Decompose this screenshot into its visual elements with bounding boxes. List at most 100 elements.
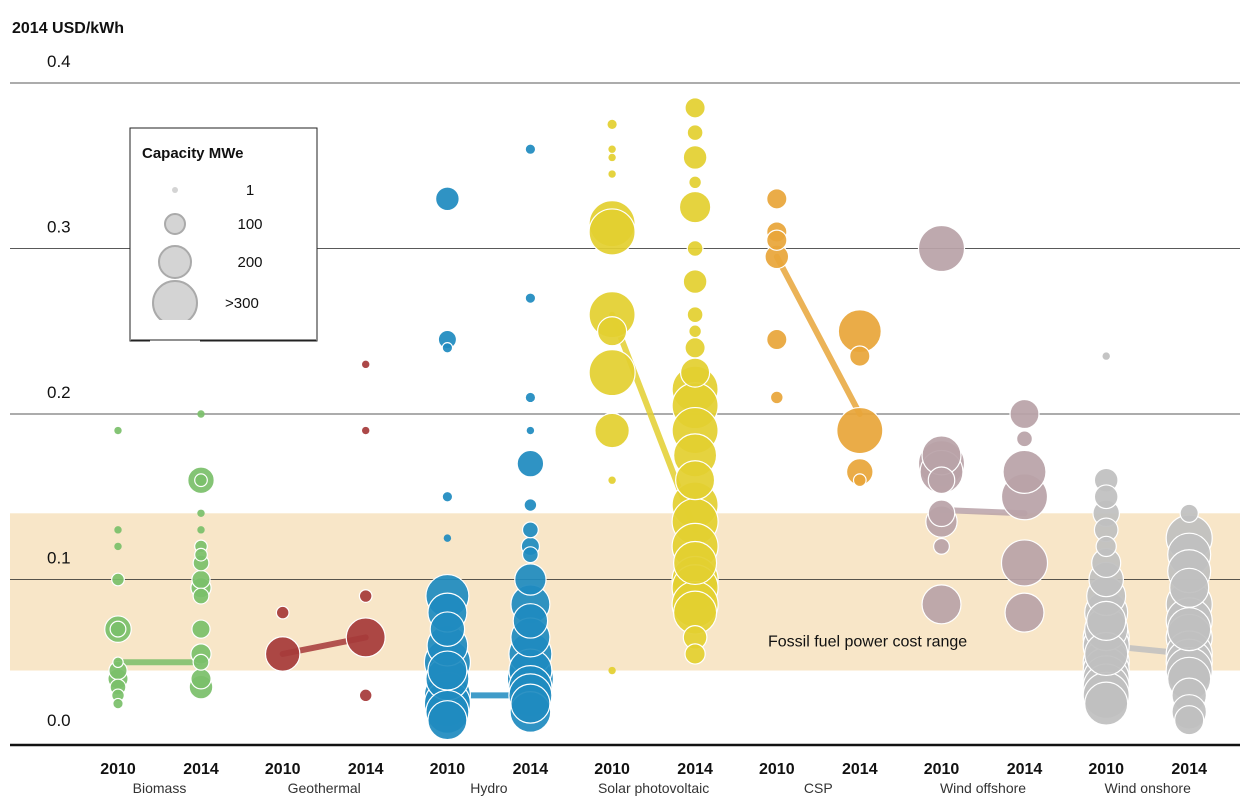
data-point bbox=[688, 175, 702, 190]
year-label: 2010 bbox=[1088, 761, 1124, 778]
data-point bbox=[588, 208, 636, 256]
data-point bbox=[769, 390, 784, 405]
technology-label: Geothermal bbox=[288, 780, 361, 796]
data-point bbox=[197, 509, 205, 517]
data-point bbox=[686, 240, 704, 257]
technology-label: Solar photovoltaic bbox=[598, 780, 709, 796]
year-label: 2014 bbox=[677, 761, 713, 778]
data-point bbox=[441, 342, 454, 354]
data-point bbox=[435, 186, 460, 212]
year-label: 2010 bbox=[100, 761, 136, 778]
data-point bbox=[1004, 592, 1045, 633]
data-point bbox=[1169, 567, 1210, 608]
data-point bbox=[684, 643, 706, 665]
legend-swatch-mask bbox=[150, 320, 200, 342]
data-point bbox=[443, 534, 452, 542]
data-point bbox=[362, 426, 370, 435]
data-point bbox=[608, 153, 616, 162]
year-label: 2010 bbox=[759, 761, 795, 778]
data-point bbox=[684, 97, 706, 119]
data-point bbox=[682, 269, 708, 294]
data-point bbox=[1102, 352, 1110, 360]
technology-label: Wind offshore bbox=[940, 780, 1026, 796]
data-point bbox=[427, 650, 468, 691]
data-point bbox=[682, 145, 708, 170]
data-point bbox=[1179, 503, 1199, 523]
year-label: 2010 bbox=[924, 761, 960, 778]
legend-entry-label: 100 bbox=[237, 216, 262, 233]
data-point bbox=[852, 473, 867, 488]
legend-swatch bbox=[152, 280, 198, 326]
data-point bbox=[684, 337, 706, 359]
data-point bbox=[1093, 484, 1119, 510]
data-point bbox=[510, 683, 551, 724]
y-tick-label: 0.1 bbox=[47, 549, 71, 568]
data-point bbox=[588, 349, 636, 397]
technology-label: Wind onshore bbox=[1105, 780, 1192, 796]
year-label: 2010 bbox=[594, 761, 630, 778]
data-point bbox=[766, 188, 788, 210]
data-point bbox=[264, 636, 301, 672]
legend-swatch bbox=[172, 187, 178, 193]
data-point bbox=[112, 656, 124, 669]
data-point bbox=[686, 124, 704, 142]
data-point bbox=[358, 589, 373, 603]
data-point bbox=[686, 306, 704, 324]
data-point bbox=[521, 546, 539, 564]
technology-label: CSP bbox=[804, 780, 833, 796]
fossil-band-group: Fossil fuel power cost range bbox=[10, 513, 1240, 671]
data-point bbox=[111, 572, 125, 587]
y-axis-label: 2014 USD/kWh bbox=[12, 20, 124, 37]
data-point bbox=[1084, 681, 1129, 726]
data-point bbox=[114, 542, 122, 551]
fossil-fuel-band bbox=[10, 513, 1240, 671]
legend-entry-label: 200 bbox=[237, 254, 262, 271]
data-point bbox=[526, 426, 535, 435]
legend-group: Capacity MWe 1 100 200 >300 bbox=[129, 127, 318, 342]
data-point bbox=[192, 587, 210, 605]
mean-trend-line bbox=[773, 253, 863, 417]
data-point bbox=[679, 357, 711, 388]
data-point bbox=[596, 316, 628, 347]
tech-group-csp bbox=[764, 188, 884, 488]
data-point bbox=[112, 697, 124, 710]
data-point bbox=[608, 666, 616, 675]
data-point bbox=[1167, 607, 1212, 652]
legend-entry-label: >300 bbox=[225, 295, 259, 312]
data-point bbox=[524, 391, 537, 404]
data-point bbox=[191, 619, 211, 639]
data-point bbox=[523, 498, 538, 512]
data-point bbox=[608, 170, 616, 178]
data-point bbox=[362, 360, 370, 369]
tech-group-wind-offshore bbox=[917, 224, 1049, 633]
data-point bbox=[673, 540, 718, 586]
data-point bbox=[933, 537, 950, 555]
year-label: 2014 bbox=[183, 761, 219, 778]
data-point bbox=[688, 324, 702, 339]
legend-swatch bbox=[158, 245, 192, 279]
year-label: 2010 bbox=[265, 761, 301, 778]
data-point bbox=[197, 410, 205, 418]
data-point bbox=[345, 617, 386, 658]
data-point bbox=[1016, 430, 1033, 448]
data-point bbox=[516, 449, 545, 478]
data-point bbox=[429, 611, 466, 647]
data-point bbox=[114, 526, 122, 534]
data-point bbox=[114, 426, 122, 435]
data-point bbox=[192, 653, 210, 671]
year-label: 2014 bbox=[842, 761, 878, 778]
data-point bbox=[608, 476, 616, 484]
tech-group-solar-photovoltaic bbox=[588, 97, 719, 675]
data-point bbox=[512, 603, 549, 639]
data-point bbox=[594, 412, 630, 449]
data-point bbox=[836, 406, 884, 455]
data-point bbox=[608, 145, 616, 153]
data-point bbox=[927, 466, 956, 495]
data-point bbox=[190, 668, 212, 690]
year-label: 2010 bbox=[430, 761, 466, 778]
legend-title: Capacity MWe bbox=[142, 145, 243, 162]
data-point bbox=[849, 345, 871, 367]
data-point bbox=[921, 584, 962, 625]
y-tick-label: 0.0 bbox=[47, 711, 71, 730]
